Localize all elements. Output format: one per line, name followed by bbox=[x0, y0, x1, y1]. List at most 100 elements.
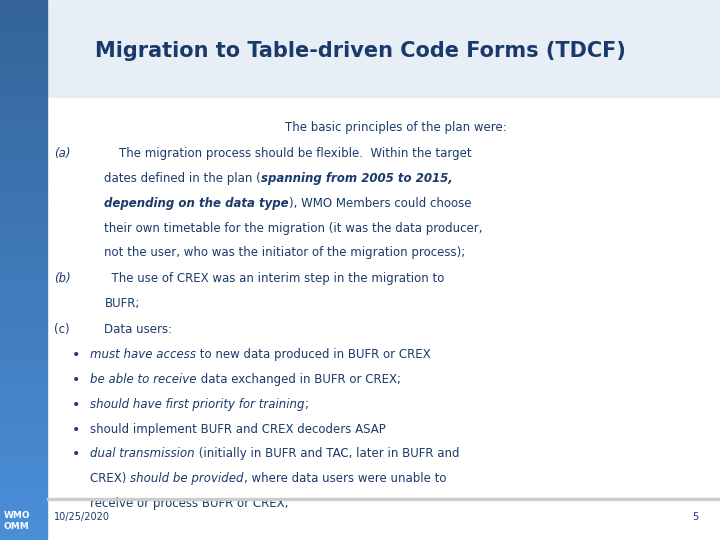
Bar bbox=[0, 362, 47, 367]
Bar bbox=[0, 497, 47, 502]
Bar bbox=[0, 184, 47, 189]
Bar bbox=[0, 238, 47, 243]
Text: depending on the data type: depending on the data type bbox=[104, 197, 289, 210]
Text: spanning from 2005 to 2015,: spanning from 2005 to 2015, bbox=[261, 172, 453, 185]
Bar bbox=[0, 43, 47, 49]
Bar bbox=[0, 270, 47, 275]
Text: 10/25/2020: 10/25/2020 bbox=[54, 512, 110, 522]
Bar bbox=[0, 205, 47, 211]
Bar bbox=[0, 486, 47, 491]
Bar bbox=[0, 146, 47, 151]
Text: Migration to Table-driven Code Forms (TDCF): Migration to Table-driven Code Forms (TD… bbox=[94, 41, 626, 62]
Bar bbox=[0, 113, 47, 119]
Bar bbox=[0, 157, 47, 162]
Bar bbox=[0, 437, 47, 443]
Bar bbox=[0, 297, 47, 302]
Text: (initially in BUFR and TAC, later in BUFR and: (initially in BUFR and TAC, later in BUF… bbox=[194, 447, 459, 460]
Bar bbox=[0, 443, 47, 448]
Bar bbox=[0, 329, 47, 335]
Bar bbox=[0, 221, 47, 227]
Bar bbox=[0, 0, 47, 5]
Bar bbox=[0, 140, 47, 146]
Bar bbox=[0, 313, 47, 319]
Bar bbox=[0, 124, 47, 130]
Bar bbox=[0, 524, 47, 529]
Bar bbox=[0, 281, 47, 286]
Bar bbox=[0, 454, 47, 459]
Bar bbox=[0, 135, 47, 140]
Bar bbox=[0, 308, 47, 313]
Text: •: • bbox=[72, 373, 81, 387]
Bar bbox=[0, 421, 47, 427]
Bar bbox=[0, 389, 47, 394]
Text: should have first priority for training: should have first priority for training bbox=[90, 398, 305, 411]
Bar bbox=[0, 335, 47, 340]
Text: receive or process BUFR or CREX;: receive or process BUFR or CREX; bbox=[90, 497, 289, 510]
Bar bbox=[0, 383, 47, 389]
Bar bbox=[0, 200, 47, 205]
Bar bbox=[0, 286, 47, 292]
Text: •: • bbox=[72, 447, 81, 461]
Bar bbox=[0, 119, 47, 124]
Bar bbox=[0, 432, 47, 437]
Bar bbox=[0, 340, 47, 346]
Bar bbox=[0, 92, 47, 97]
Bar bbox=[0, 535, 47, 540]
Bar bbox=[0, 410, 47, 416]
Bar bbox=[0, 49, 47, 54]
Bar bbox=[0, 130, 47, 135]
Bar bbox=[0, 86, 47, 92]
Text: should be provided: should be provided bbox=[130, 472, 243, 485]
Bar bbox=[0, 459, 47, 464]
Text: dual transmission: dual transmission bbox=[90, 447, 194, 460]
Bar bbox=[0, 259, 47, 265]
Bar bbox=[0, 367, 47, 373]
Bar bbox=[0, 76, 47, 81]
Bar bbox=[0, 81, 47, 86]
Bar bbox=[0, 346, 47, 351]
Bar bbox=[0, 464, 47, 470]
Text: not the user, who was the initiator of the migration process);: not the user, who was the initiator of t… bbox=[104, 246, 466, 259]
Bar bbox=[0, 248, 47, 254]
Text: data exchanged in BUFR or CREX;: data exchanged in BUFR or CREX; bbox=[197, 373, 400, 386]
Bar bbox=[0, 243, 47, 248]
Bar bbox=[0, 108, 47, 113]
Text: must have access: must have access bbox=[90, 348, 196, 361]
Bar bbox=[0, 292, 47, 297]
Bar bbox=[0, 211, 47, 216]
Bar bbox=[0, 491, 47, 497]
Bar bbox=[0, 448, 47, 454]
Bar bbox=[0, 167, 47, 173]
Text: •: • bbox=[72, 398, 81, 412]
Bar bbox=[0, 475, 47, 481]
Text: dates defined in the plan (: dates defined in the plan ( bbox=[104, 172, 261, 185]
Bar bbox=[0, 324, 47, 329]
Bar bbox=[0, 32, 47, 38]
Bar bbox=[0, 513, 47, 518]
Bar bbox=[0, 27, 47, 32]
Text: be able to receive: be able to receive bbox=[90, 373, 197, 386]
Bar bbox=[0, 103, 47, 108]
Bar bbox=[0, 11, 47, 16]
Bar bbox=[0, 151, 47, 157]
Text: •: • bbox=[72, 423, 81, 437]
Text: The migration process should be flexible.  Within the target: The migration process should be flexible… bbox=[104, 147, 472, 160]
Bar bbox=[0, 529, 47, 535]
Text: ;: ; bbox=[305, 398, 308, 411]
Text: The basic principles of the plan were:: The basic principles of the plan were: bbox=[285, 122, 507, 134]
Bar bbox=[47, 0, 720, 97]
Bar bbox=[0, 70, 47, 76]
Bar bbox=[0, 416, 47, 421]
Bar bbox=[0, 194, 47, 200]
Bar bbox=[0, 508, 47, 513]
Text: should implement BUFR and CREX decoders ASAP: should implement BUFR and CREX decoders … bbox=[90, 423, 386, 436]
Bar bbox=[0, 65, 47, 70]
Bar bbox=[0, 405, 47, 410]
Text: CREX): CREX) bbox=[90, 472, 130, 485]
Bar bbox=[0, 427, 47, 432]
Text: •: • bbox=[72, 348, 81, 362]
Bar bbox=[0, 162, 47, 167]
Bar bbox=[0, 265, 47, 270]
Bar bbox=[0, 16, 47, 22]
Bar bbox=[0, 216, 47, 221]
